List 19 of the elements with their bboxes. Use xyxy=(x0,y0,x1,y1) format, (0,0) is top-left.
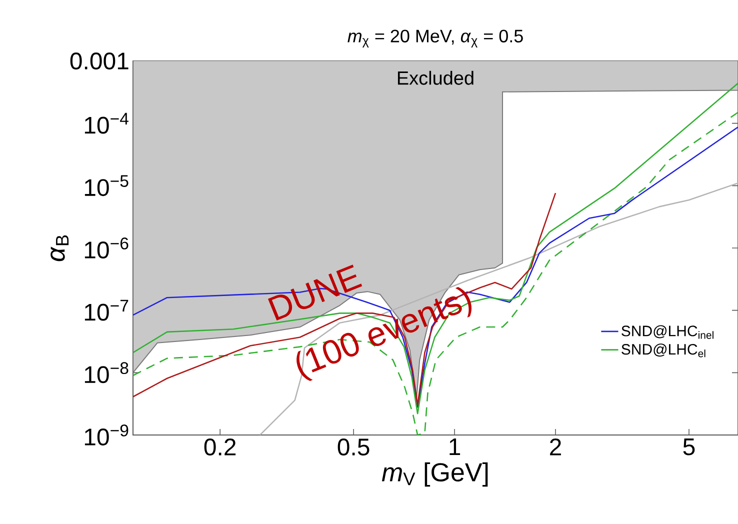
annotation: Excluded xyxy=(398,70,474,85)
legend-label: SND@LHC$_{inel}$ xyxy=(622,325,714,339)
x-tick-label: 2 xyxy=(550,438,561,456)
x-tick-label: 0.2 xyxy=(204,438,236,456)
y-tick-label: 10$^{−5}$ xyxy=(84,175,128,196)
y-tick-label: 10$^{−7}$ xyxy=(84,300,128,321)
y-tick-label: 0.001 xyxy=(70,52,128,70)
y-axis-title: α$_{B}$ xyxy=(50,235,69,262)
y-tick-label: 10$^{−4}$ xyxy=(84,112,128,134)
x-axis-title: m$_{V}$ [GeV] xyxy=(382,462,488,487)
legend-label: SND@LHC$_{el}$ xyxy=(622,344,706,358)
y-tick-label: 10$^{−9}$ xyxy=(84,424,128,446)
x-tick-label: 0.5 xyxy=(338,438,370,456)
annotation: DUNE xyxy=(268,264,362,321)
x-tick-label: 5 xyxy=(683,438,695,456)
chart-title: m$_{χ}$ = 20 MeV, α$_{χ}$ = 0.5 xyxy=(348,30,523,48)
y-tick-label: 10$^{−8}$ xyxy=(84,362,128,384)
x-tick-label: 1 xyxy=(450,438,460,456)
y-tick-label: 10$^{−6}$ xyxy=(84,238,128,258)
